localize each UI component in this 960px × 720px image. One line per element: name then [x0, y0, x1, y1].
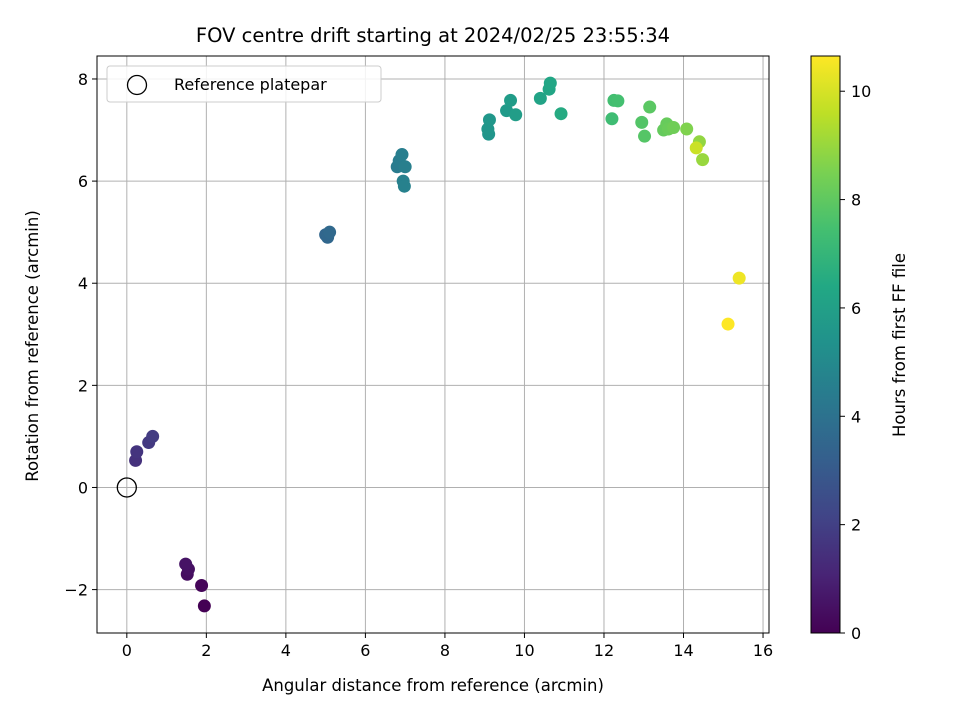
scatter-point — [635, 115, 649, 129]
chart-title: FOV centre drift starting at 2024/02/25 … — [196, 24, 670, 47]
scatter-point — [732, 271, 746, 285]
x-tick-label: 10 — [514, 641, 534, 660]
axes-frame — [96, 55, 770, 634]
scatter-point — [197, 599, 211, 613]
scatter-point — [195, 579, 209, 593]
colorbar-tick-label: 4 — [851, 407, 861, 426]
scatter-point — [638, 129, 652, 143]
scatter-point — [398, 160, 412, 174]
scatter-point — [504, 93, 518, 107]
y-tick-label: 2 — [78, 376, 88, 395]
scatter-point — [482, 113, 496, 127]
scatter-point — [611, 94, 625, 108]
x-tick-label: 16 — [753, 641, 773, 660]
y-tick-label: −2 — [64, 581, 88, 600]
y-axis-label: Rotation from reference (arcmin) — [23, 210, 42, 482]
scatter-point — [680, 122, 694, 136]
colorbar: 0 2 4 6 8 10 Hours from first FF file — [810, 55, 909, 643]
x-tick-label: 0 — [122, 641, 132, 660]
colorbar-tick-label: 10 — [851, 82, 871, 101]
colorbar-tick-label: 0 — [851, 624, 861, 643]
scatter-point — [146, 429, 160, 443]
scatter-point — [179, 557, 193, 571]
scatter-point — [543, 76, 557, 90]
scatter-point — [667, 120, 681, 134]
x-tick-label: 12 — [594, 641, 614, 660]
colorbar-gradient — [810, 55, 841, 634]
scatter-point — [696, 153, 710, 167]
colorbar-tick-label: 2 — [851, 516, 861, 535]
colorbar-ticks: 0 2 4 6 8 10 — [840, 82, 871, 643]
y-tick-label: 6 — [78, 172, 88, 191]
legend-label: Reference platepar — [174, 75, 327, 94]
scatter-point — [323, 225, 337, 239]
colorbar-tick-label: 6 — [851, 299, 861, 318]
scatter-point — [605, 112, 619, 126]
scatter-point — [509, 108, 523, 122]
x-tick-label: 6 — [360, 641, 370, 660]
scatter-point — [554, 107, 568, 121]
x-tick-label: 4 — [281, 641, 291, 660]
reference-point — [116, 477, 137, 498]
scatter-point — [643, 100, 657, 114]
y-tick-label: 4 — [78, 274, 88, 293]
plot-area: 0 2 4 6 8 10 12 14 16 −2 0 2 4 6 8 — [64, 55, 773, 660]
legend: Reference platepar — [106, 65, 382, 103]
y-tick-label: 8 — [78, 70, 88, 89]
legend-box — [106, 65, 382, 103]
scatter-point — [130, 445, 144, 459]
x-axis-label: Angular distance from reference (arcmin) — [262, 676, 604, 695]
scatter-point — [533, 91, 547, 105]
colorbar-label: Hours from first FF file — [890, 253, 909, 437]
scatter-point — [397, 179, 411, 193]
scatter-point — [395, 148, 409, 162]
x-tick-label: 2 — [201, 641, 211, 660]
x-tick-label: 14 — [673, 641, 693, 660]
colorbar-tick-label: 8 — [851, 191, 861, 210]
x-tick-label: 8 — [440, 641, 450, 660]
scatter-point — [689, 141, 703, 155]
plot-background — [97, 56, 769, 633]
y-tick-label: 0 — [78, 478, 88, 497]
legend-marker — [126, 74, 148, 96]
scatter-point — [721, 317, 735, 331]
